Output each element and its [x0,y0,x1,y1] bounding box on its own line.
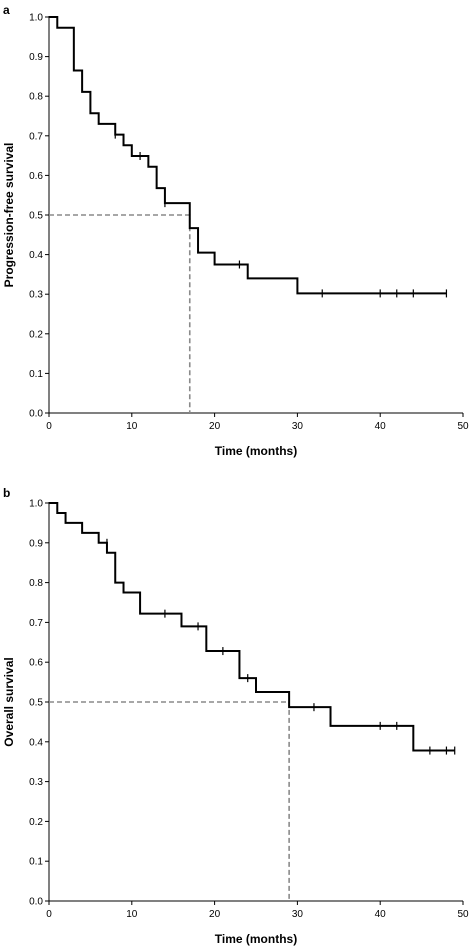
y-tick-label: 0.0 [29,897,43,908]
x-tick-label: 30 [292,909,304,920]
panel-label: a [3,3,10,17]
x-tick-label: 40 [375,421,387,432]
x-tick-label: 20 [209,909,221,920]
y-tick-label: 0.6 [29,658,43,669]
y-tick-label: 0.8 [29,578,43,589]
y-tick-label: 0.1 [29,369,43,380]
y-tick-label: 0.8 [29,92,43,103]
panel-label: b [3,486,10,500]
x-tick-label: 40 [375,909,387,920]
y-tick-label: 0.3 [29,777,43,788]
y-tick-label: 0.5 [29,211,43,222]
y-tick-label: 0.4 [29,737,43,748]
x-tick-label: 50 [457,421,469,432]
median-reference-line [49,214,191,413]
chart-panel-a: a 0.0 0.1 0.2 0.3 0.4 0.5 0.6 0.7 0.8 0.9 1.0 0 10 20 3… [2,3,469,458]
y-tick-label: 0.2 [29,817,43,828]
y-tick-label: 0.6 [29,171,43,182]
y-tick-label: 1.0 [29,13,43,24]
chart-panel-b: b 0.0 0.1 0.2 0.3 0.4 0.5 0.6 0.7 0.8 0.9 1.0 0 10 20 3… [2,486,469,946]
y-tick-label: 0.3 [29,290,43,301]
y-tick-label: 0.7 [29,131,43,142]
y-tick-label: 0.7 [29,618,43,629]
x-axis-title: Time (months) [215,932,297,946]
y-tick-label: 0.9 [29,52,43,63]
y-tick-label: 0.9 [29,538,43,549]
x-tick-label: 50 [457,909,469,920]
x-tick-label: 0 [46,909,52,920]
survival-curve [49,16,447,295]
survival-curve [49,502,455,752]
x-tick-label: 10 [126,421,138,432]
x-tick-label: 20 [209,421,221,432]
x-axis-title: Time (months) [215,444,297,458]
x-tick-label: 0 [46,421,52,432]
x-tick-label: 30 [292,421,304,432]
y-axis-title: Overall survival [2,657,16,746]
median-reference-line [49,701,290,901]
y-axis-title: Progression-free survival [2,143,16,288]
y-tick-label: 0.1 [29,857,43,868]
x-tick-label: 10 [126,909,138,920]
y-tick-label: 0.2 [29,329,43,340]
y-tick-label: 0.4 [29,250,43,261]
y-tick-label: 1.0 [29,499,43,510]
y-tick-label: 0.0 [29,409,43,420]
y-tick-label: 0.5 [29,698,43,709]
